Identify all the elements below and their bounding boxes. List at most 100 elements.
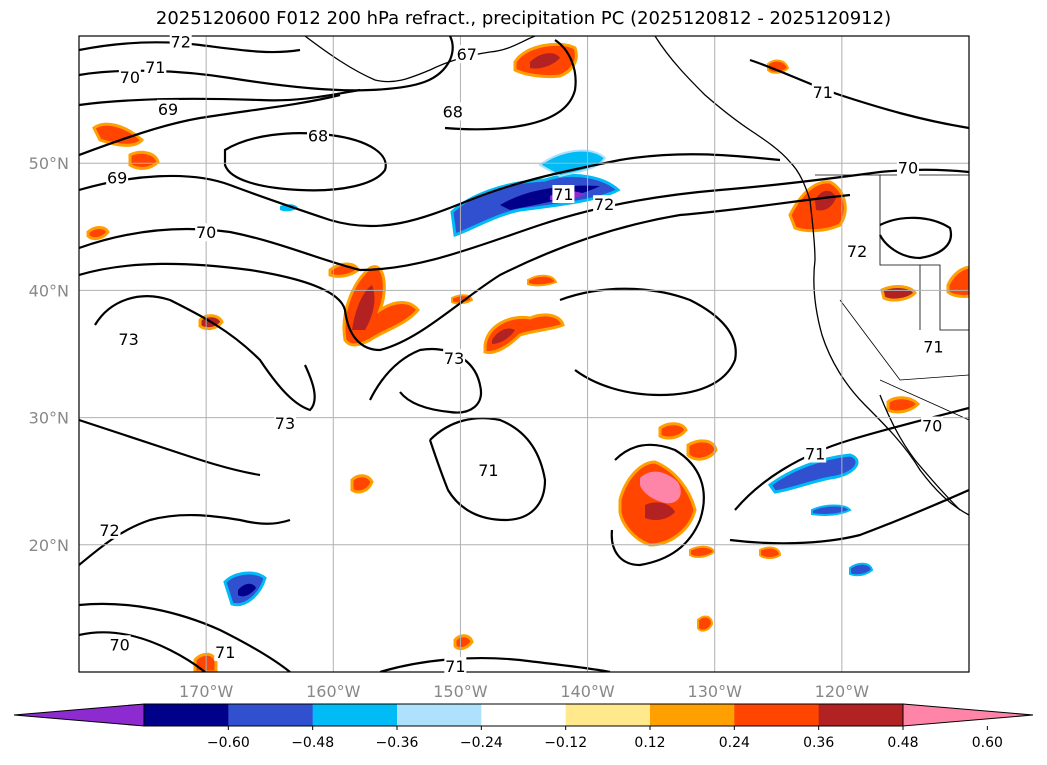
contour-label: 71 [805,444,825,463]
contour-label: 71 [445,657,465,676]
contour-label: 67 [457,45,477,64]
precip-positive-region [350,474,374,494]
contour-line [79,88,361,107]
contour-label-bg [922,337,945,356]
contour-labels: 72 71 70 67 71 69 68 68 69 71 72 70 70 72 73 73 71 73 70 71… [98,32,945,676]
precip-negative-region [238,583,256,597]
contour-line [79,153,781,228]
contour-label-bg [443,349,466,368]
precip-positive-region [483,313,565,355]
contour-line [79,93,341,157]
precip-positive-region [946,265,969,298]
contour-label: 70 [120,68,140,87]
precip-negative-region [811,504,852,516]
chart-title: 2025120600 F012 200 hPa refract., precip… [155,8,892,29]
colorbar-tick-label: −0.12 [544,735,587,751]
lat-tick-label: 20°N [29,536,69,555]
contour-label: 71 [478,461,498,480]
contour-label-bg [804,444,827,463]
precip-positive-region [645,502,675,520]
lon-tick-label: 140°W [560,682,615,701]
colorbar-frame [143,703,904,727]
contour-label-bg [273,413,296,432]
colorbar-segment [565,704,651,726]
precip-positive-region [658,422,688,440]
contour-line [749,58,969,130]
lon-tick-label: 160°W [306,682,361,701]
contour-line [79,514,291,566]
contour-label-bg [477,461,500,480]
contour-label-bg [106,168,129,187]
contour-label-bg [214,642,237,661]
contour-label: 70 [898,158,918,177]
refractivity-contours [79,36,969,672]
coastlines [304,36,969,516]
contour-label-bg [118,67,141,86]
contour-label: 73 [118,330,138,349]
contour-label-bg [195,223,218,242]
border [879,175,969,331]
colorbar-tick-label: −0.60 [207,735,250,751]
contour-line [879,216,953,260]
contour-label-bg [811,83,834,102]
colorbar-segment [397,704,482,726]
precip-positive-region [492,328,515,344]
coastline [304,36,536,83]
contour-label-bg [144,57,167,76]
contour-label: 71 [553,185,573,204]
contour-label-bg [108,635,131,654]
colorbar-segment [818,704,904,726]
precip-positive-region [193,652,218,672]
contour-line [444,39,577,131]
contour-label-bg [441,102,464,121]
lon-tick-label: 150°W [433,682,488,701]
contour-line [729,488,969,545]
longitude-labels: 170°W 160°W 150°W 140°W 130°W 120°W [179,682,869,701]
contour-label: 69 [158,100,178,119]
precip-positive-region [697,615,714,632]
map-frame [78,35,970,673]
colorbar-segment [312,704,398,726]
contour-label: 72 [171,32,191,51]
contour-line [79,193,851,352]
contour-label-bg [117,330,140,349]
colorbar-tick-label: −0.48 [291,735,334,751]
coastline [879,394,961,511]
colorbar: −0.60 −0.48 −0.36 −0.24 −0.12 0.12 0.24 0.36 0.4… [13,703,1034,751]
colorbar-extend-min [13,703,145,727]
contour-label-bg [846,242,869,261]
contour-label: 69 [107,168,127,187]
map-grid [79,36,969,672]
border [879,379,969,421]
colorbar-extend-max [902,703,1034,727]
colorbar-segment [481,704,567,726]
contour-line [610,443,705,567]
border [839,299,969,381]
colorbar-tick-label: −0.36 [376,735,419,751]
colorbar-tick-label: 0.12 [634,735,665,751]
contour-label: 72 [99,521,119,540]
lat-tick-label: 50°N [29,154,69,173]
precip-negative-region [280,204,298,212]
colorbar-segment [144,704,229,726]
colorbar-tick-label: 0.24 [719,735,750,751]
lat-tick-label: 40°N [29,281,69,300]
contour-label-bg [157,99,179,118]
contour-label: 70 [922,417,942,436]
contour-label: 72 [847,242,867,261]
contour-label: 71 [215,643,235,662]
precip-positive-region [128,150,160,170]
contour-label-bg [552,185,575,203]
precip-positive-region [342,265,420,347]
contour-label: 70 [110,635,130,654]
latitude-labels: 50°N 40°N 30°N 20°N [29,154,69,555]
precip-positive-region [815,190,836,211]
colorbar-segment [734,704,820,726]
contour-label: 68 [308,126,328,145]
contour-line [223,132,387,192]
colorbar-tick-label: 0.36 [803,735,834,751]
precip-positive-region [453,634,474,651]
contour-label-bg [98,520,121,539]
contour-label: 68 [443,102,463,121]
